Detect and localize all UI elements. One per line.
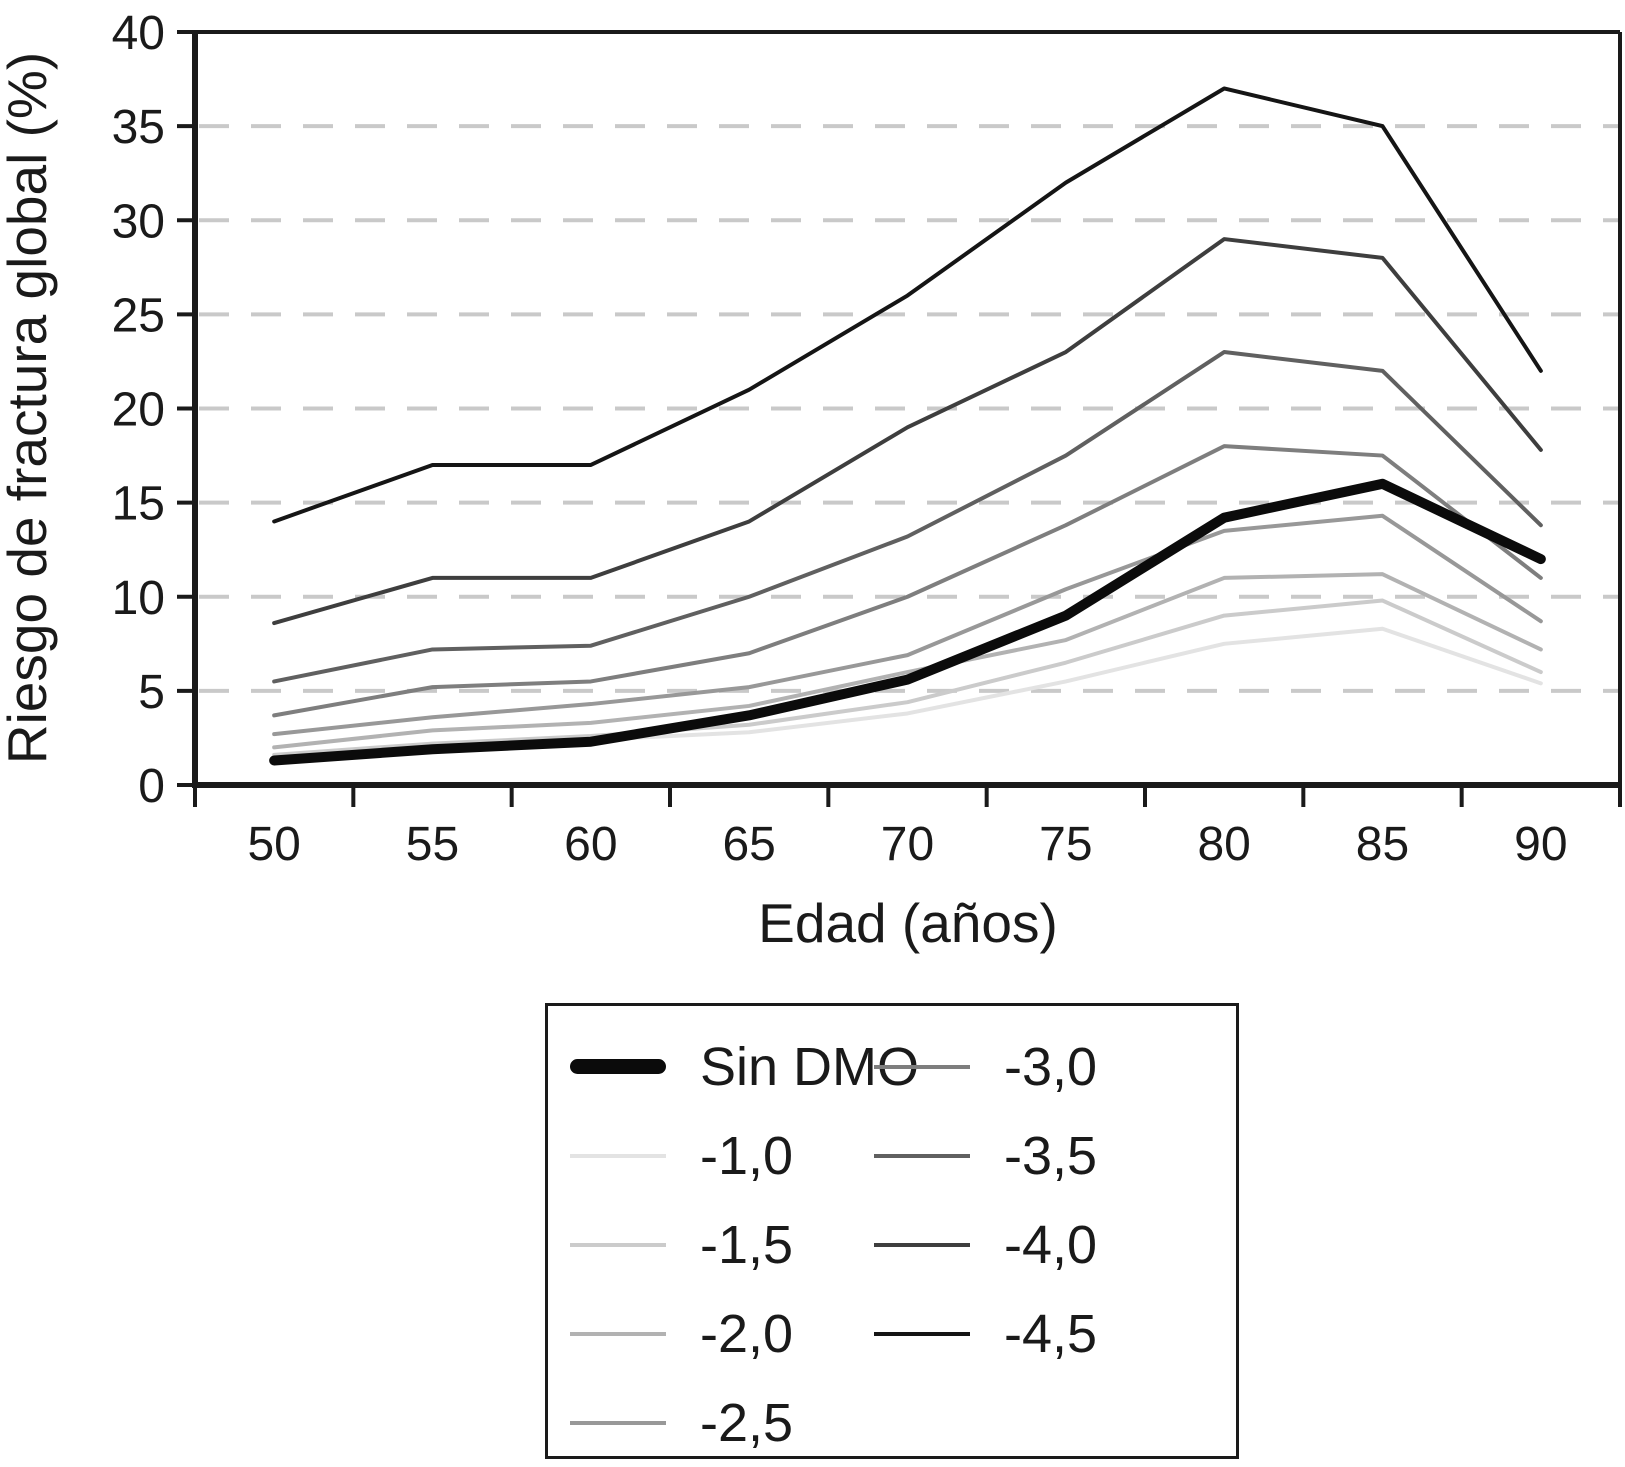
axis-ticks: [177, 30, 1622, 807]
series-line-3-0: [272, 444, 1543, 718]
series-lines: [269, 86, 1546, 766]
x-tick-label: 60: [564, 818, 617, 871]
x-tick-label: 65: [722, 818, 775, 871]
series-line-4-5: [272, 86, 1543, 524]
legend-swatch-3-0: [874, 1064, 970, 1069]
series-line-1-5: [272, 598, 1543, 757]
series-line-sin-dmo: [269, 478, 1546, 766]
legend-column-1: -3,0 -3,5 -4,0 -4,5: [874, 1022, 1097, 1378]
y-tick-label: 30: [112, 195, 165, 248]
x-tick-label: 50: [247, 818, 300, 871]
legend-item-3-5: -3,5: [874, 1111, 1097, 1200]
plot-frame: [192, 30, 1622, 788]
legend: Sin DMO -1,0 -1,5 -2,0 -2,5 -3,0 -3,5 -4,0 -4,5: [545, 1003, 1239, 1459]
legend-item-label: -1,5: [700, 1214, 794, 1275]
y-tick-label: 35: [112, 101, 165, 154]
y-axis-title: Riesgo de fractura global (%): [0, 52, 58, 764]
tick-labels: 0 5 10 15 20 25 30 35 40 50 55 60 65 70 75 80 85 90: [112, 7, 1568, 871]
x-tick-label: 75: [1039, 818, 1092, 871]
legend-item-1-0: -1,0: [570, 1111, 919, 1200]
legend-item-label: -2,5: [700, 1392, 794, 1453]
legend-item-label: -2,0: [700, 1303, 794, 1364]
y-tick-label: 0: [138, 760, 165, 813]
x-axis-title: Edad (años): [758, 892, 1058, 954]
legend-item-4-5: -4,5: [874, 1289, 1097, 1378]
series-line-2-5: [272, 513, 1543, 737]
legend-item-2-5: -2,5: [570, 1378, 919, 1467]
series-line-4-0: [272, 237, 1543, 626]
y-tick-label: 15: [112, 478, 165, 531]
legend-swatch-4-5: [874, 1331, 970, 1336]
legend-item-1-5: -1,5: [570, 1200, 919, 1289]
legend-item-sin-dmo: Sin DMO: [570, 1022, 919, 1111]
legend-swatch-4-0: [874, 1242, 970, 1247]
legend-item-label: -3,5: [1004, 1125, 1098, 1186]
legend-item-label: -4,5: [1004, 1303, 1098, 1364]
series-line-2-0: [272, 572, 1543, 750]
x-tick-label: 80: [1197, 818, 1250, 871]
legend-swatch-1-5: [570, 1242, 666, 1247]
legend-swatch-1-0: [570, 1153, 666, 1158]
x-tick-label: 85: [1356, 818, 1409, 871]
gridlines: [199, 124, 1618, 693]
x-tick-label: 70: [881, 818, 934, 871]
y-tick-label: 10: [112, 572, 165, 625]
legend-item-label: -1,0: [700, 1125, 794, 1186]
legend-swatch-sin-dmo: [570, 1059, 666, 1074]
y-tick-label: 5: [138, 666, 165, 719]
x-tick-label: 90: [1514, 818, 1567, 871]
x-tick-label: 55: [406, 818, 459, 871]
legend-swatch-2-5: [570, 1420, 666, 1425]
y-tick-label: 40: [112, 7, 165, 60]
y-tick-label: 25: [112, 289, 165, 342]
y-tick-label: 20: [112, 384, 165, 437]
series-line-3-5: [272, 350, 1543, 684]
legend-item-2-0: -2,0: [570, 1289, 919, 1378]
fracture-risk-chart: 0 5 10 15 20 25 30 35 40 50 55 60 65 70 75 80 85 90 Edad …: [0, 7, 1622, 954]
legend-column-0: Sin DMO -1,0 -1,5 -2,0 -2,5: [570, 1022, 919, 1467]
legend-swatch-3-5: [874, 1153, 970, 1158]
legend-item-label: -3,0: [1004, 1036, 1098, 1097]
legend-item-label: -4,0: [1004, 1214, 1098, 1275]
legend-item-3-0: -3,0: [874, 1022, 1097, 1111]
legend-item-4-0: -4,0: [874, 1200, 1097, 1289]
legend-swatch-2-0: [570, 1331, 666, 1336]
